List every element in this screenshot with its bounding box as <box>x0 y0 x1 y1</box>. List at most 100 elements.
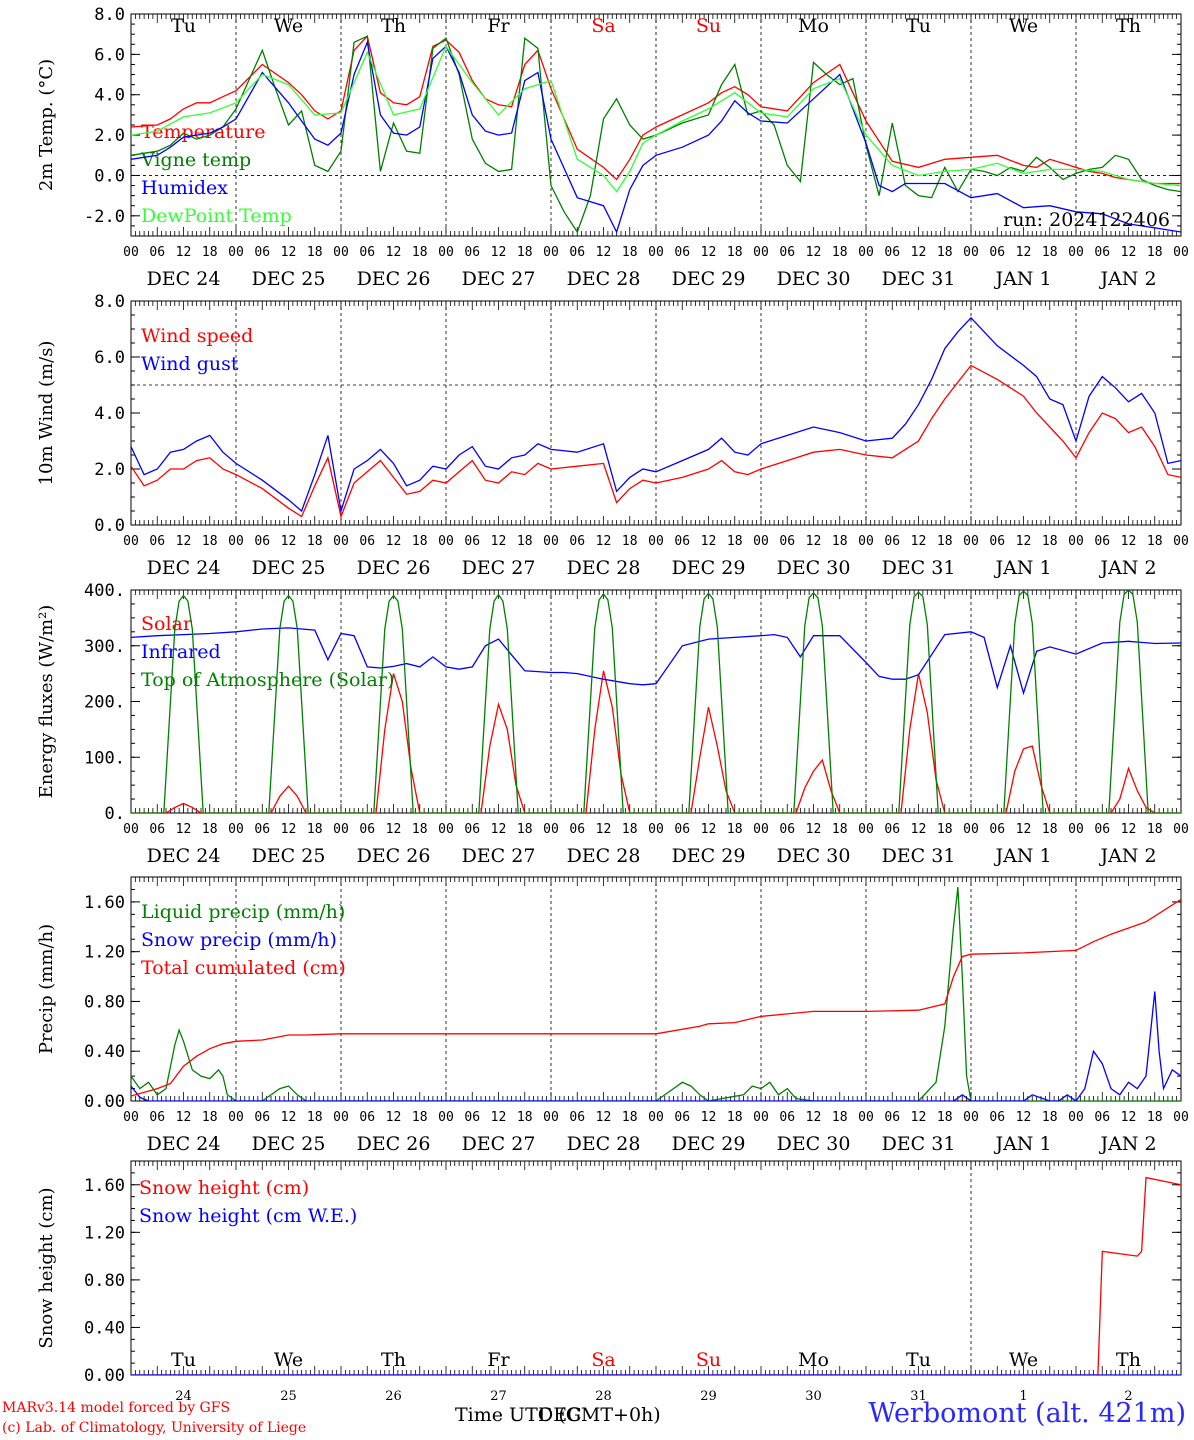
hour-tick-label: 06 <box>149 534 165 549</box>
series-line-dewpoint-temp <box>131 44 1181 193</box>
date-label: DEC 26 <box>357 268 431 290</box>
date-label: DEC 26 <box>357 845 431 867</box>
hour-tick-label: 18 <box>202 1110 218 1125</box>
date-label: DEC 24 <box>147 845 221 867</box>
day-number-label: 25 <box>280 1389 297 1404</box>
date-label: DEC 30 <box>777 1133 851 1155</box>
legend-entry: Temperature <box>141 121 265 143</box>
hour-tick-label: 00 <box>1068 245 1084 260</box>
panel-frame-2 <box>130 589 1182 814</box>
weekday-label: Tu <box>906 15 931 37</box>
run-label: run: 2024122406 <box>1003 209 1170 231</box>
y-tick-label: 400. <box>84 581 125 601</box>
y-tick-label: 2.0 <box>94 126 125 146</box>
date-label: JAN 2 <box>1098 845 1156 867</box>
legend-entry: Total cumulated (cm) <box>141 957 346 979</box>
hour-tick-label: 12 <box>596 1110 612 1125</box>
hour-tick-label: 06 <box>464 245 480 260</box>
hour-tick-label: 00 <box>123 534 139 549</box>
hour-tick-label: 18 <box>517 1110 533 1125</box>
y-tick-label: 1.60 <box>84 1176 125 1196</box>
y-tick-label: 4.0 <box>94 404 125 424</box>
weekday-label: Sa <box>591 1349 615 1371</box>
y-axis-label: Precip (mm/h) <box>36 924 57 1054</box>
hour-tick-label: 00 <box>333 534 349 549</box>
date-label: JAN 1 <box>993 1133 1051 1155</box>
hour-tick-label: 18 <box>727 534 743 549</box>
hour-tick-label: 00 <box>228 534 244 549</box>
hour-tick-label: 00 <box>1173 1110 1189 1125</box>
hour-tick-label: 00 <box>543 822 559 837</box>
hour-tick-label: 18 <box>622 1110 638 1125</box>
hour-tick-label: 12 <box>806 1110 822 1125</box>
hour-tick-label: 00 <box>753 1110 769 1125</box>
hour-tick-label: 18 <box>202 245 218 260</box>
date-label: DEC 26 <box>357 557 431 579</box>
model-credit: MARv3.14 model forced by GFS <box>2 1400 231 1416</box>
series-line-infrared <box>131 627 1181 696</box>
hour-tick-label: 06 <box>884 822 900 837</box>
day-number-label: 30 <box>805 1389 822 1404</box>
hour-tick-label: 00 <box>858 1110 874 1125</box>
hour-tick-label: 06 <box>779 534 795 549</box>
hour-tick-label: 06 <box>989 822 1005 837</box>
y-tick-label: 0. <box>105 804 125 824</box>
weekday-label: We <box>1009 15 1038 37</box>
series-line-humidex <box>131 39 1181 234</box>
hour-tick-label: 18 <box>937 822 953 837</box>
hour-tick-label: 18 <box>202 822 218 837</box>
hour-tick-label: 12 <box>701 1110 717 1125</box>
hour-tick-label: 06 <box>674 822 690 837</box>
hour-tick-label: 06 <box>884 1110 900 1125</box>
hour-tick-label: 12 <box>491 534 507 549</box>
y-tick-label: 2.0 <box>94 460 125 480</box>
hour-tick-label: 12 <box>386 822 402 837</box>
hour-tick-label: 06 <box>254 245 270 260</box>
hour-tick-label: 00 <box>543 245 559 260</box>
y-tick-label: 8.0 <box>94 292 125 312</box>
hour-tick-label: 00 <box>228 245 244 260</box>
hour-tick-label: 18 <box>937 245 953 260</box>
date-label: DEC 29 <box>672 1133 746 1155</box>
day-number-label: 24 <box>175 1389 192 1404</box>
y-tick-label: 0.80 <box>84 992 125 1012</box>
hour-tick-label: 18 <box>727 245 743 260</box>
date-label: DEC 31 <box>882 845 956 867</box>
hour-tick-label: 12 <box>596 822 612 837</box>
weekday-label: Th <box>1116 15 1141 37</box>
hour-tick-label: 06 <box>254 1110 270 1125</box>
hour-tick-label: 12 <box>281 245 297 260</box>
date-label: JAN 2 <box>1098 1133 1156 1155</box>
date-label: DEC 25 <box>252 1133 326 1155</box>
hour-tick-label: 12 <box>1121 1110 1137 1125</box>
panel-frame-1 <box>130 300 1182 526</box>
hour-tick-label: 00 <box>858 534 874 549</box>
hour-tick-label: 00 <box>753 534 769 549</box>
hour-tick-label: 06 <box>989 245 1005 260</box>
hour-tick-label: 18 <box>517 822 533 837</box>
hour-tick-label: 00 <box>753 822 769 837</box>
hour-tick-label: 12 <box>176 245 192 260</box>
y-tick-label: 1.20 <box>84 943 125 963</box>
hour-tick-label: 00 <box>753 245 769 260</box>
hour-tick-label: 18 <box>307 1110 323 1125</box>
hour-tick-label: 18 <box>412 534 428 549</box>
hour-tick-label: 06 <box>254 822 270 837</box>
lab-credit: (c) Lab. of Climatology, University of L… <box>2 1420 307 1436</box>
time-axis-label: Time UTC (GMT+0h) <box>455 1404 661 1426</box>
hour-tick-label: 00 <box>228 1110 244 1125</box>
date-label: DEC 26 <box>357 1133 431 1155</box>
hour-tick-label: 18 <box>517 534 533 549</box>
time-axis-overlay-label: DEC <box>538 1404 582 1426</box>
hour-tick-label: 18 <box>202 534 218 549</box>
y-tick-label: 0.0 <box>94 166 125 186</box>
hour-tick-label: 12 <box>281 822 297 837</box>
date-label: DEC 30 <box>777 268 851 290</box>
hour-tick-label: 00 <box>648 245 664 260</box>
date-label: DEC 24 <box>147 268 221 290</box>
y-tick-label: 4.0 <box>94 86 125 106</box>
y-tick-label: 0.40 <box>84 1042 125 1062</box>
weekday-label: Su <box>696 1349 721 1371</box>
legend-entry: Wind gust <box>141 353 239 375</box>
hour-tick-label: 12 <box>1016 822 1032 837</box>
